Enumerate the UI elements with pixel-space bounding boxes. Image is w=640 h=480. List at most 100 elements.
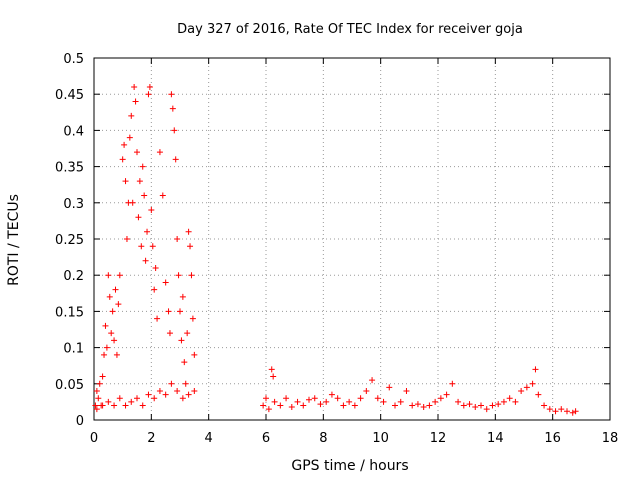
data-point xyxy=(271,398,278,405)
data-point xyxy=(546,406,553,413)
data-point xyxy=(96,380,103,387)
x-tick-label: 10 xyxy=(372,431,389,446)
data-point xyxy=(169,105,176,112)
x-tick-label: 16 xyxy=(544,431,561,446)
y-tick-label: 0.15 xyxy=(55,305,84,320)
data-point xyxy=(414,401,421,408)
grid-lines xyxy=(94,58,610,420)
data-point xyxy=(122,402,129,409)
data-point xyxy=(288,403,295,410)
data-point xyxy=(181,359,188,366)
data-point xyxy=(162,279,169,286)
y-tick-label: 0.4 xyxy=(63,124,84,139)
data-point xyxy=(191,351,198,358)
data-point xyxy=(328,391,335,398)
data-point xyxy=(116,272,123,279)
data-point xyxy=(500,398,507,405)
data-point xyxy=(136,178,143,185)
x-axis-label: GPS time / hours xyxy=(291,458,408,474)
data-point xyxy=(139,163,146,170)
data-point xyxy=(188,272,195,279)
data-point xyxy=(283,395,290,402)
data-point xyxy=(437,395,444,402)
data-point xyxy=(177,308,183,315)
y-tick-label: 0.45 xyxy=(55,88,84,103)
data-point xyxy=(112,286,119,293)
data-point xyxy=(142,257,149,264)
data-point xyxy=(149,243,156,250)
data-point xyxy=(178,337,185,344)
data-point xyxy=(156,149,163,156)
data-point xyxy=(101,351,108,358)
data-point xyxy=(455,398,462,405)
data-point xyxy=(397,398,404,405)
data-point xyxy=(116,395,123,402)
x-tick-label: 2 xyxy=(147,431,155,446)
data-point xyxy=(111,337,118,344)
data-point xyxy=(111,402,118,409)
data-point xyxy=(541,402,548,409)
data-point xyxy=(102,322,109,329)
data-point xyxy=(535,391,542,398)
data-point xyxy=(518,388,525,395)
data-point xyxy=(472,403,479,410)
x-tick-label: 6 xyxy=(262,431,270,446)
data-point xyxy=(105,398,112,405)
data-point xyxy=(145,91,152,98)
y-tick-label: 0.5 xyxy=(63,52,84,67)
data-point xyxy=(131,83,138,90)
data-point xyxy=(138,243,145,250)
data-point xyxy=(558,406,565,413)
data-point xyxy=(189,315,196,322)
data-point xyxy=(141,192,148,199)
data-point xyxy=(564,408,570,415)
data-point xyxy=(129,199,136,206)
data-point xyxy=(154,315,161,322)
data-point xyxy=(460,402,467,409)
data-point xyxy=(174,388,181,395)
data-point xyxy=(443,391,450,398)
data-point xyxy=(270,373,277,380)
data-point xyxy=(156,388,163,395)
data-point xyxy=(449,380,456,387)
data-point xyxy=(569,409,576,416)
data-point xyxy=(351,402,358,409)
y-tick-label: 0.05 xyxy=(55,378,84,393)
data-point xyxy=(323,398,330,405)
data-point xyxy=(346,398,353,405)
data-point xyxy=(374,395,381,402)
data-point xyxy=(135,214,142,221)
data-point xyxy=(145,391,152,398)
data-point xyxy=(466,401,473,408)
data-point xyxy=(166,330,173,337)
data-point xyxy=(185,391,192,398)
data-point xyxy=(152,264,159,271)
data-point xyxy=(122,178,129,185)
data-point xyxy=(334,395,341,402)
data-point xyxy=(128,398,135,405)
data-point xyxy=(363,388,370,395)
data-point xyxy=(106,293,113,300)
data-point xyxy=(172,156,179,163)
data-point xyxy=(132,98,139,105)
data-point xyxy=(529,380,536,387)
data-point xyxy=(317,401,324,408)
y-axis-label: ROTI / TECUs xyxy=(6,194,22,286)
data-point xyxy=(162,391,169,398)
data-point xyxy=(146,83,153,90)
data-point xyxy=(357,395,364,402)
data-point xyxy=(126,134,133,141)
data-point xyxy=(191,388,198,395)
x-tick-label: 18 xyxy=(602,431,619,446)
data-point xyxy=(403,388,410,395)
data-point xyxy=(506,395,513,402)
data-point xyxy=(95,395,102,402)
data-point xyxy=(294,398,301,405)
data-point xyxy=(523,384,530,391)
data-point xyxy=(139,402,146,409)
data-point xyxy=(148,207,155,214)
y-tick-label: 0.2 xyxy=(63,269,84,284)
data-point xyxy=(489,402,496,409)
data-point xyxy=(420,403,427,410)
data-point xyxy=(179,293,186,300)
